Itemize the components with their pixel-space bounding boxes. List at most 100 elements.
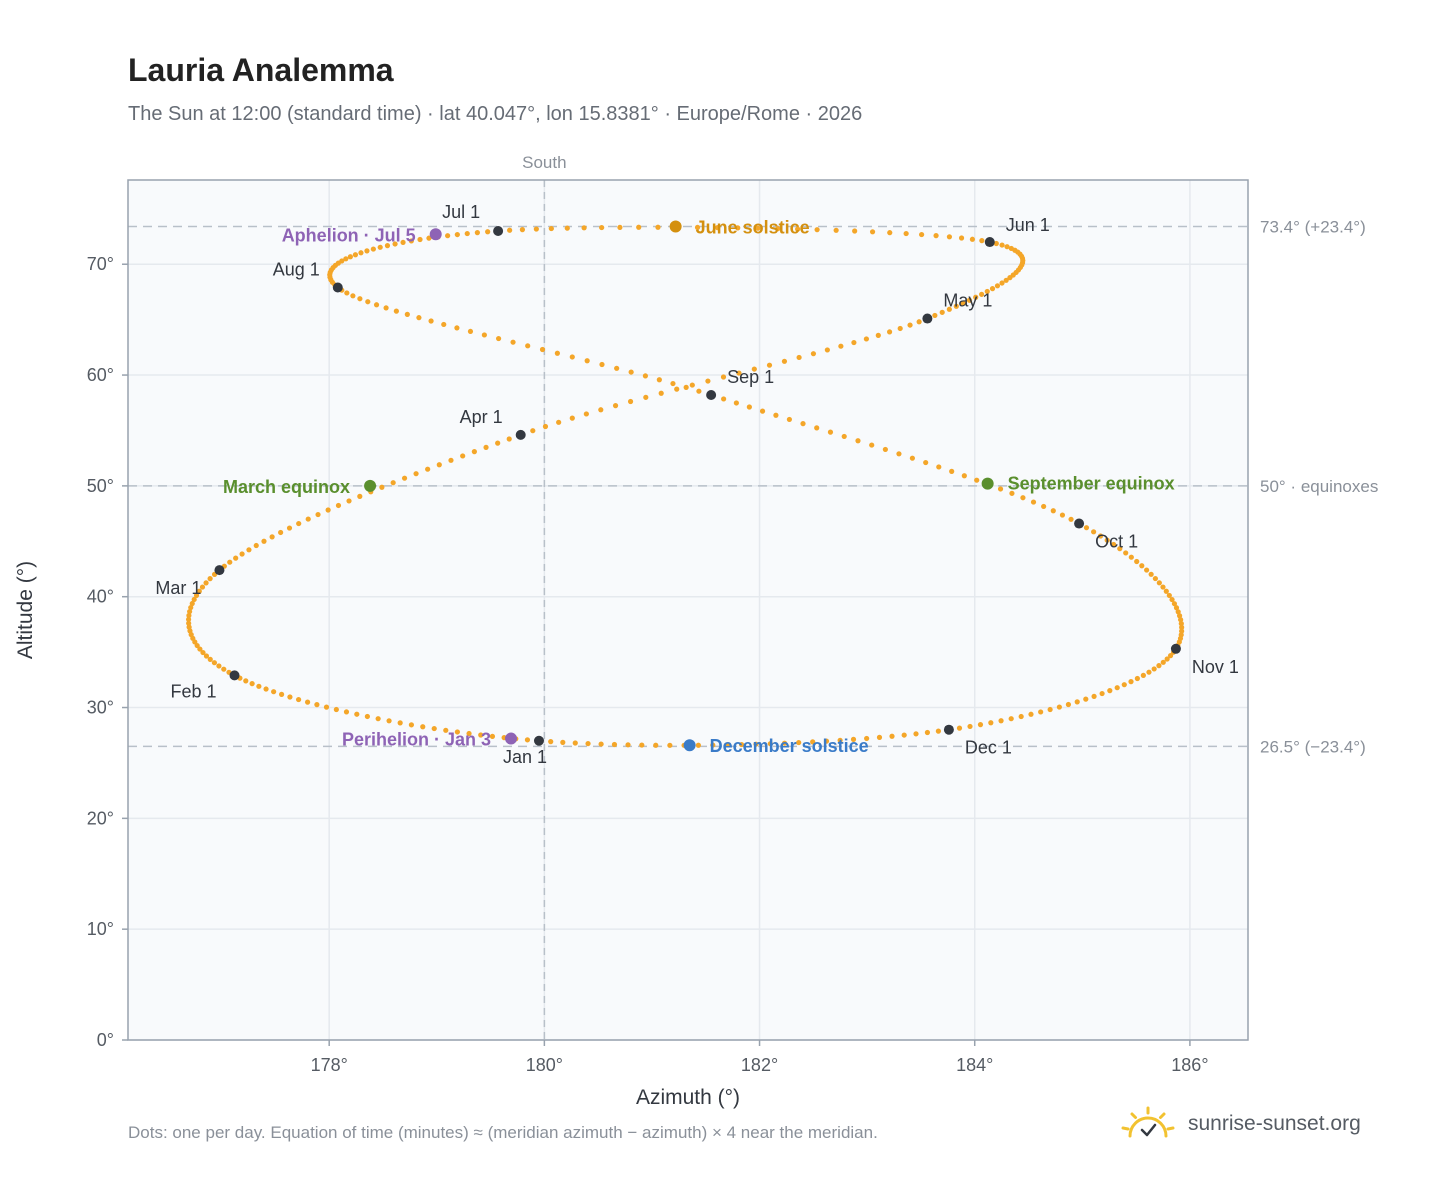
day-dot [966, 297, 973, 303]
day-dot [838, 343, 844, 349]
day-dot [207, 656, 213, 662]
day-dot [1134, 675, 1140, 682]
day-dot [1140, 672, 1146, 678]
month-label: Jan 1 [503, 747, 547, 767]
day-dot [186, 612, 192, 619]
day-dot [413, 471, 419, 477]
day-dot [203, 580, 209, 586]
day-dot [936, 464, 942, 470]
day-dot [1091, 529, 1097, 535]
event-marker [981, 477, 994, 490]
day-dot [786, 416, 793, 423]
day-dot [639, 742, 645, 748]
altitude-reference-label: 73.4° (+23.4°) [1260, 218, 1366, 237]
day-dot [263, 686, 269, 692]
x-tick-label: 178° [311, 1055, 348, 1075]
day-dot [1123, 550, 1129, 556]
day-dot [1160, 659, 1166, 665]
day-dot [354, 711, 360, 717]
month-label: Jun 1 [1006, 215, 1050, 235]
chart-subtitle: The Sun at 12:00 (standard time) · lat 4… [128, 103, 863, 125]
day-dot [720, 374, 727, 380]
day-dot [1104, 537, 1110, 543]
day-dot [973, 294, 979, 300]
day-dot [1128, 554, 1134, 560]
day-dot [278, 529, 284, 536]
day-dot [383, 305, 389, 311]
event-label: Perihelion · Jan 3 [342, 730, 491, 750]
x-tick-label: 182° [741, 1055, 778, 1075]
day-dot [1099, 690, 1105, 697]
day-dot [1107, 688, 1113, 694]
day-dot [507, 227, 513, 233]
day-dot [256, 683, 262, 689]
month-marker [922, 313, 933, 324]
day-dot [721, 396, 727, 402]
day-dot [850, 736, 857, 742]
day-dot [1178, 620, 1184, 627]
day-dot [191, 596, 197, 603]
day-dot [304, 699, 311, 705]
day-dot [999, 280, 1005, 286]
month-marker [493, 225, 504, 236]
day-dot [953, 303, 959, 309]
day-dot [935, 728, 941, 734]
day-dot [1047, 706, 1053, 713]
event-label: December solstice [710, 736, 869, 756]
day-dot [837, 737, 843, 743]
event-marker [683, 739, 696, 752]
brand[interactable]: sunrise-sunset.org [1120, 1100, 1361, 1148]
day-dot [733, 400, 739, 406]
month-label: May 1 [943, 291, 992, 311]
day-dot [343, 256, 349, 262]
day-dot [315, 511, 321, 518]
day-dot [357, 493, 363, 499]
day-dot [564, 225, 570, 231]
day-dot [1068, 516, 1074, 522]
day-dot [1156, 663, 1162, 669]
day-dot [271, 689, 277, 695]
day-dot [392, 241, 398, 247]
day-dot [656, 377, 662, 383]
day-dot [346, 498, 352, 504]
day-dot [655, 224, 661, 230]
day-dot [746, 404, 752, 410]
day-dot [400, 239, 406, 246]
day-dot [919, 231, 925, 238]
day-dot [305, 516, 311, 522]
reference-lines: South 73.4° (+23.4°) 50° · equinoxes 26.5° … [128, 153, 1378, 1040]
day-dot [1167, 653, 1174, 659]
day-dot [448, 457, 454, 463]
day-dot [269, 534, 275, 540]
day-dot [886, 329, 893, 335]
day-dot [833, 227, 839, 233]
day-dot [979, 238, 985, 244]
day-dot [989, 286, 996, 292]
day-dot [478, 732, 484, 738]
day-dot [203, 653, 210, 659]
y-tick-label: 30° [87, 698, 114, 718]
day-dot [1128, 679, 1134, 685]
day-dot [186, 624, 192, 630]
day-dot [188, 604, 194, 611]
day-dot [696, 388, 702, 394]
day-dot [909, 455, 915, 461]
day-dot [869, 229, 876, 235]
day-dot [824, 347, 830, 353]
day-dot [397, 720, 403, 726]
day-dot [851, 339, 857, 346]
day-dot [653, 742, 659, 748]
day-dot [417, 236, 423, 243]
day-dot [923, 459, 929, 466]
day-dot [445, 233, 451, 239]
day-dot [781, 358, 788, 364]
month-label: Oct 1 [1095, 532, 1138, 552]
day-dot [401, 475, 408, 481]
day-dot [636, 224, 642, 230]
day-dot [773, 412, 779, 418]
day-dot [863, 336, 869, 342]
y-axis-label: Altitude (°) [14, 561, 37, 659]
day-dot [852, 228, 858, 234]
day-dot [560, 739, 566, 745]
month-marker [943, 724, 954, 735]
